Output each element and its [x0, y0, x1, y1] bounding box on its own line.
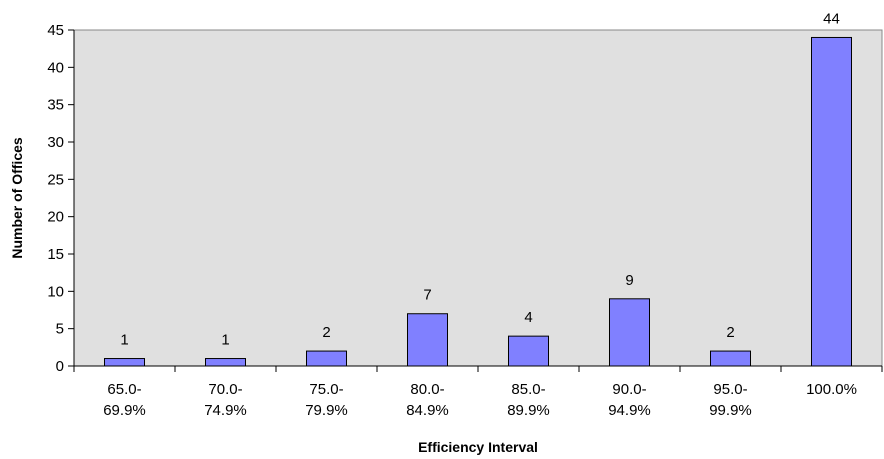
- data-label-5: 9: [625, 272, 633, 289]
- data-label-6: 2: [726, 324, 734, 341]
- plot-area: [73, 29, 883, 367]
- data-label-7: 44: [823, 10, 840, 27]
- bars-group: [104, 36, 852, 367]
- y-axis-title: Number of Offices: [9, 137, 25, 259]
- data-label-4: 4: [524, 309, 532, 326]
- bar-4: [508, 335, 549, 367]
- y-tick-label-9: 45: [47, 22, 64, 39]
- bar-6: [710, 350, 751, 367]
- y-tick-label-6: 30: [47, 134, 64, 151]
- y-tick-label-7: 35: [47, 97, 64, 114]
- bar-0: [104, 358, 145, 367]
- x-tick-label-2: 75.0-79.9%: [305, 381, 348, 419]
- y-tick-label-8: 40: [47, 59, 64, 76]
- bar-1: [205, 358, 246, 367]
- x-tick-label-3: 80.0-84.9%: [406, 381, 449, 419]
- x-axis-title: Efficiency Interval: [418, 439, 538, 455]
- data-label-2: 2: [322, 324, 330, 341]
- x-tick-label-4: 85.0-89.9%: [507, 381, 550, 419]
- x-tick-label-7: 100.0%: [806, 381, 857, 398]
- bar-3: [407, 313, 448, 367]
- y-tick-label-1: 5: [56, 321, 64, 338]
- bar-5: [609, 298, 650, 367]
- data-label-0: 1: [120, 332, 128, 349]
- x-tick-label-1: 70.0-74.9%: [204, 381, 247, 419]
- x-tick-label-5: 90.0-94.9%: [608, 381, 651, 419]
- bar-2: [306, 350, 347, 367]
- y-tick-label-5: 25: [47, 171, 64, 188]
- data-labels-group: 1 1 2 7 4 9 2 44: [120, 10, 840, 348]
- y-tick-label-3: 15: [47, 246, 64, 263]
- bar-7: [811, 36, 852, 367]
- y-tick-label-4: 20: [47, 209, 64, 226]
- x-ticks-group: 65.0-69.9% 70.0-74.9% 75.0-79.9% 80.0-84.9%…: [73, 366, 883, 419]
- x-tick-label-0: 65.0-69.9%: [103, 381, 146, 419]
- data-label-1: 1: [221, 332, 229, 349]
- y-ticks-group: 0 5 10 15 20 25 30 35 40 45: [47, 22, 74, 375]
- y-tick-label-2: 10: [47, 283, 64, 300]
- y-tick-label-0: 0: [56, 358, 64, 375]
- data-label-3: 7: [423, 287, 431, 304]
- x-tick-label-6: 95.0-99.9%: [709, 381, 752, 419]
